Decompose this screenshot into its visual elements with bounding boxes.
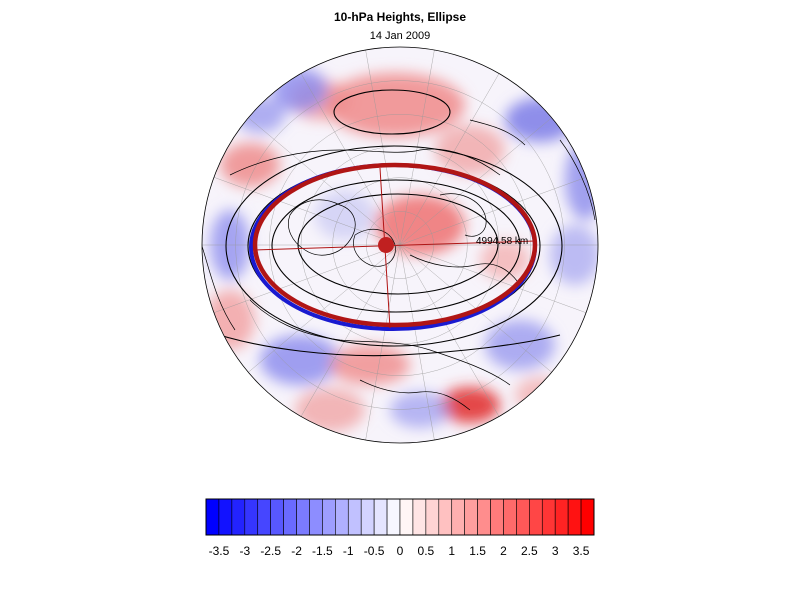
colorbar-cell: [360, 498, 375, 536]
meridian-line: [399, 244, 435, 441]
fitted-ellipse-outer: [252, 162, 538, 328]
colorbar-cell: [296, 498, 310, 536]
colorbar-tick-label: -1: [342, 544, 354, 558]
colorbar-cell: [580, 498, 595, 536]
colorbar-tick-label: 2: [500, 544, 507, 558]
colorbar-cell: [218, 498, 233, 536]
meridian-line: [248, 117, 401, 246]
meridian-line: [399, 244, 500, 417]
colorbar-tick-label: 3: [551, 544, 559, 558]
colorbar-cell: [425, 498, 440, 536]
colorbar-cell: [244, 498, 259, 536]
meridian-line: [365, 49, 401, 246]
colorbar-cell: [438, 498, 453, 536]
meridian-line: [399, 177, 587, 246]
colorbar-cell: [347, 498, 362, 536]
colorbar-tick-label: 1: [448, 544, 456, 558]
globe-outline: [201, 46, 599, 444]
colorbar-tick-label: -1.5: [312, 544, 333, 558]
colorbar-tick-label: 2.5: [520, 544, 538, 558]
colorbar-cell: [399, 498, 414, 536]
colorbar-tick-label: 0.5: [417, 544, 435, 558]
graticule: [202, 49, 598, 441]
meridian-line: [300, 244, 401, 417]
colorbar-cell: [257, 498, 271, 536]
colorbar-tick-label: 0: [396, 544, 404, 558]
ellipse-distance-label: 4994.58 km: [476, 236, 528, 247]
colorbar-tick-label: -2.5: [260, 544, 281, 558]
colorbar-cell: [554, 498, 569, 536]
colorbar-cell: [567, 498, 582, 536]
meridian-line: [213, 177, 401, 246]
colorbar-cell: [490, 498, 504, 536]
vortex-center-marker: [378, 237, 394, 253]
chart-title: 10-hPa Heights, Ellipse: [333, 10, 467, 24]
colorbar-tick-label: -3: [239, 544, 251, 558]
colorbar-cell: [464, 498, 478, 536]
colorbar-cell: [270, 498, 284, 536]
colorbar-cell: [477, 498, 491, 536]
meridian-line: [399, 73, 500, 246]
colorbar-tick-label: -3.5: [208, 544, 230, 558]
colorbar-tick-label: 3.5: [572, 544, 590, 558]
meridian-line: [399, 49, 435, 246]
colorbar-cell: [335, 498, 349, 536]
coastlines: [202, 119, 596, 411]
colorbar-cell: [386, 498, 401, 536]
colorbar-cell: [412, 498, 427, 536]
colorbar-tick-label: -0.5: [363, 544, 385, 558]
colorbar-frame: [205, 498, 595, 536]
colorbar-tick-label: -2: [291, 544, 302, 558]
colorbar-cell: [231, 498, 246, 536]
chart-subtitle: 14 Jan 2009: [369, 30, 431, 42]
colorbar-cell: [283, 498, 297, 536]
colorbar-cell: [309, 498, 323, 536]
ellipse-major-axis: [253, 240, 536, 251]
meridian-line: [399, 244, 587, 313]
colorbar-cell: [516, 498, 530, 536]
colorbar-cell: [373, 498, 388, 536]
colorbar-cell: [503, 498, 517, 536]
meridian-line: [213, 244, 401, 313]
colorbar-cell: [451, 498, 465, 536]
colorbar-cell: [529, 498, 543, 536]
colorbar-cell: [322, 498, 336, 536]
colorbar-tick-label: 1.5: [469, 544, 486, 558]
colorbar-cell: [541, 498, 556, 536]
colorbar-cell: [205, 498, 220, 536]
